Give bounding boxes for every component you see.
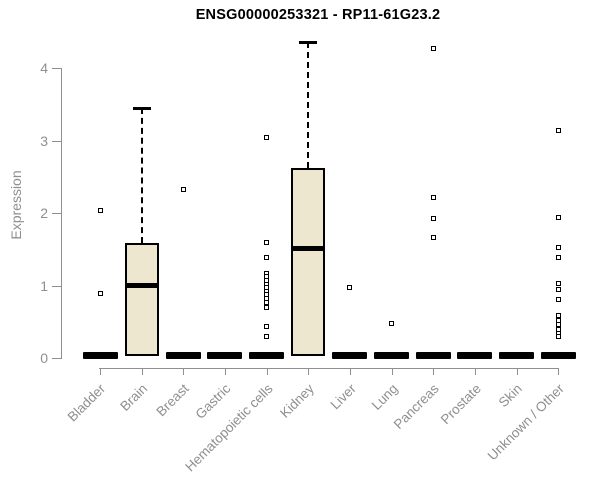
zero-bar-gastric (207, 351, 243, 359)
y-tick (52, 140, 61, 142)
chart-title: ENSG00000253321 - RP11-61G23.2 (195, 7, 441, 23)
outlier-pancreas (430, 216, 436, 222)
x-tick-label: Breast (153, 381, 192, 420)
x-tick (224, 368, 226, 375)
outlier-hematopoietic-cells (264, 240, 270, 246)
x-tick (558, 368, 560, 375)
outlier-bladder (97, 290, 103, 296)
zero-bar-hematopoietic-cells (249, 351, 285, 359)
outlier-hematopoietic-cells (264, 135, 270, 141)
outlier-lung (389, 320, 395, 326)
box-brain (124, 243, 159, 356)
y-tick (52, 213, 61, 214)
outlier-pancreas (430, 45, 436, 51)
median-kidney (291, 246, 326, 252)
outlier-hematopoietic-cells (264, 334, 270, 340)
outlier-bladder (97, 208, 103, 214)
y-tick (52, 285, 61, 287)
outlier-unknown-other (555, 334, 561, 340)
x-tick (474, 368, 476, 375)
zero-bar-bladder (82, 351, 118, 359)
outlier-hematopoietic-cells (264, 299, 270, 305)
x-tick (308, 368, 310, 375)
x-tick-label: Gastric (192, 381, 234, 422)
x-tick-label: Bladder (65, 381, 109, 425)
zero-bar-liver (332, 351, 368, 359)
y-axis-line (61, 68, 62, 359)
zero-bar-lung (374, 351, 410, 359)
y-tick-label: 0 (40, 350, 48, 366)
x-tick-label: Skin (496, 381, 526, 411)
x-tick-label: Unknown / Other (484, 381, 567, 464)
whisker-kidney (307, 41, 310, 169)
whisker-cap-brain (132, 106, 151, 110)
y-tick-label: 1 (40, 277, 48, 294)
y-tick-label: 2 (40, 205, 48, 221)
x-tick-label: Brain (117, 381, 151, 414)
outlier-unknown-other (555, 312, 561, 318)
x-tick (183, 368, 185, 375)
zero-bar-unknown-other (540, 351, 576, 359)
x-tick (266, 368, 268, 375)
outlier-unknown-other (555, 127, 561, 133)
box-kidney (291, 168, 326, 356)
outlier-unknown-other (555, 287, 561, 293)
x-tick (100, 368, 101, 375)
outlier-unknown-other (555, 280, 561, 286)
x-tick (141, 368, 143, 375)
x-tick (349, 368, 351, 375)
x-tick-label: Liver (327, 381, 359, 413)
outlier-hematopoietic-cells (264, 255, 270, 261)
outlier-liver (347, 285, 353, 291)
x-axis-line (99, 368, 560, 369)
x-tick-label: Lung (368, 381, 401, 413)
y-axis-title: Expression (8, 170, 24, 240)
x-tick-label: Kidney (277, 381, 317, 421)
outlier-hematopoietic-cells (264, 324, 270, 330)
whisker-cap-kidney (299, 40, 318, 44)
outlier-pancreas (430, 195, 436, 201)
outlier-breast (180, 186, 186, 192)
outlier-unknown-other (555, 296, 561, 302)
outlier-unknown-other (555, 244, 561, 250)
zero-bar-skin (499, 351, 535, 359)
y-tick-label: 3 (40, 132, 48, 149)
outlier-pancreas (430, 235, 436, 241)
whisker-brain (140, 107, 143, 244)
median-brain (124, 283, 159, 288)
y-tick (52, 358, 61, 359)
x-tick (433, 368, 435, 375)
x-tick (516, 368, 518, 375)
x-tick (391, 368, 393, 375)
zero-bar-prostate (457, 351, 493, 359)
outlier-unknown-other (555, 255, 561, 261)
y-tick-label: 4 (40, 60, 48, 76)
zero-bar-breast (165, 351, 201, 359)
zero-bar-pancreas (415, 351, 451, 359)
outlier-hematopoietic-cells (264, 304, 270, 310)
x-tick-label: Prostate (437, 381, 484, 428)
outlier-unknown-other (555, 214, 561, 220)
y-tick (52, 68, 61, 69)
